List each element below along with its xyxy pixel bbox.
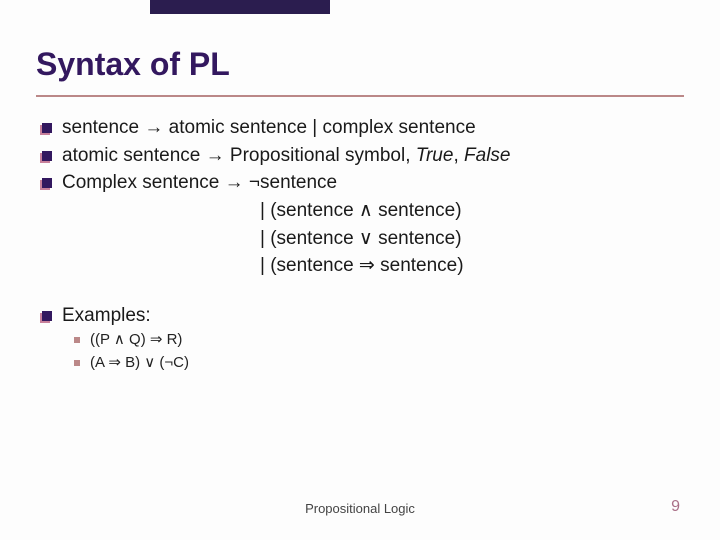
list-item: sentence → atomic sentence | complex sen… [40, 115, 684, 141]
square-bullet-icon [74, 360, 80, 366]
grammar-rule-2-false: False [464, 145, 510, 166]
slide-body: sentence → atomic sentence | complex sen… [36, 115, 684, 373]
page-number: 9 [671, 498, 680, 516]
diamond-bullet-icon [40, 178, 50, 188]
square-bullet-icon [74, 337, 80, 343]
example-1: ((P ∧ Q) ⇒ R) [90, 330, 182, 350]
grammar-rule-3: Complex sentence → ¬sentence [62, 170, 337, 196]
title-divider [36, 95, 684, 97]
footer-title: Propositional Logic [0, 501, 720, 516]
list-item: Examples: [40, 303, 684, 329]
grammar-rule-2-pre: atomic sentence → Propositional symbol, [62, 145, 416, 166]
grammar-rule-2-true: True [416, 145, 454, 166]
list-item: atomic sentence → Propositional symbol, … [40, 143, 684, 169]
example-2: (A ⇒ B) ∨ (¬C) [90, 353, 189, 373]
grammar-rule-2-sep: , [453, 145, 464, 166]
grammar-rule-3b: | (sentence ∨ sentence) [260, 226, 684, 252]
diamond-bullet-icon [40, 151, 50, 161]
grammar-rule-1: sentence → atomic sentence | complex sen… [62, 115, 476, 141]
list-item: (A ⇒ B) ∨ (¬C) [74, 353, 684, 373]
decor-top-bar [150, 0, 330, 14]
diamond-bullet-icon [40, 123, 50, 133]
examples-header: Examples: [62, 303, 151, 329]
slide: Syntax of PL sentence → atomic sentence … [0, 0, 720, 540]
diamond-bullet-icon [40, 311, 50, 321]
grammar-rule-3c: | (sentence ⇒ sentence) [260, 253, 684, 279]
grammar-rule-3a: | (sentence ∧ sentence) [260, 198, 684, 224]
slide-title: Syntax of PL [36, 46, 684, 83]
list-item: ((P ∧ Q) ⇒ R) [74, 330, 684, 350]
list-item: Complex sentence → ¬sentence [40, 170, 684, 196]
grammar-rule-2: atomic sentence → Propositional symbol, … [62, 143, 510, 169]
